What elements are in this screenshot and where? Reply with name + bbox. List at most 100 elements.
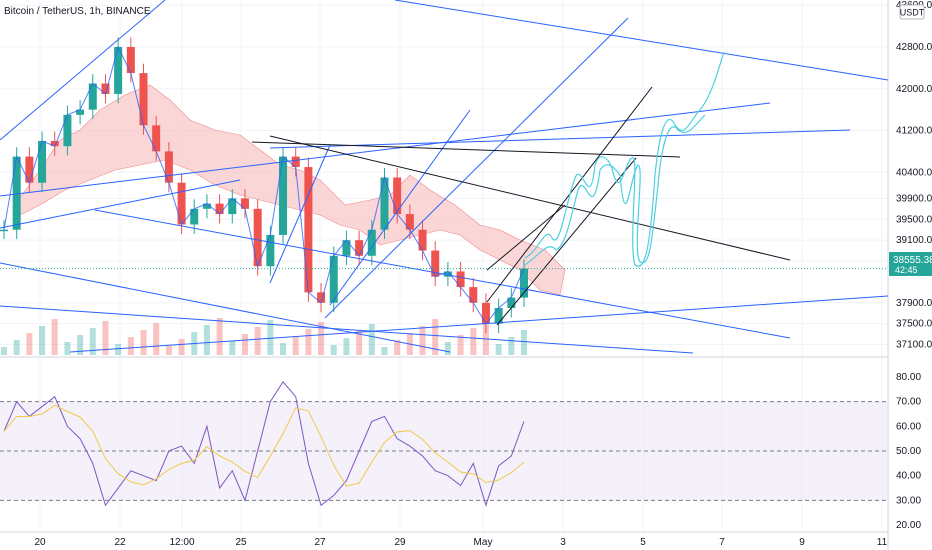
trendline [269, 129, 851, 149]
candle-body [50, 140, 59, 147]
rsi-line [3, 381, 525, 507]
price-tick-label: 42000.00 [896, 84, 932, 95]
time-tick-label: 5 [640, 537, 646, 548]
rsi-tick-label: 70.00 [896, 397, 921, 408]
volume-bar [102, 321, 109, 355]
candle-body [101, 83, 110, 94]
black-trendline [269, 135, 791, 261]
volume-bar [241, 334, 248, 355]
candle-body [88, 83, 97, 110]
candle-body [152, 125, 161, 152]
time-tick-label: 22 [114, 537, 126, 548]
rsi-tick-label: 40.00 [896, 471, 921, 482]
volume-bar [26, 333, 33, 355]
trendline [269, 144, 331, 284]
price-tick-label: 43600.00 [896, 0, 932, 11]
candle-body [507, 297, 516, 309]
rsi-tick-label: 20.00 [896, 520, 921, 531]
volume-bar [444, 342, 451, 355]
baseline-line [3, 45, 525, 325]
trendline [0, 262, 451, 353]
candle-body [253, 208, 262, 267]
time-tick-label: 12:00 [169, 537, 194, 548]
volume-bar [153, 323, 160, 355]
volume-bar [330, 345, 337, 355]
candle-body [418, 229, 427, 251]
candle-body [190, 208, 199, 225]
candle-body [38, 140, 47, 183]
candle-body [367, 229, 376, 256]
volume-bar [216, 318, 223, 355]
time-tick-label: 9 [799, 537, 805, 548]
candle-body [126, 46, 135, 74]
candle-body [443, 271, 452, 277]
volume-bar [13, 340, 20, 355]
volume-bar [1, 347, 7, 355]
volume-bar [178, 339, 185, 355]
candle-body [520, 268, 528, 298]
volume-bar [305, 329, 312, 355]
candle-body [76, 109, 85, 115]
time-tick-label: 7 [719, 537, 725, 548]
volume-bar [280, 343, 287, 355]
candle-body [494, 308, 503, 324]
time-tick-label: 29 [394, 537, 406, 548]
candle-body [114, 46, 123, 94]
candle-body [240, 198, 249, 209]
black-trendline [486, 204, 566, 271]
candle-body [164, 151, 173, 183]
time-tick-label: 3 [560, 537, 566, 548]
volume-bar [64, 342, 71, 355]
time-tick-label: May [474, 537, 493, 548]
candle-body [177, 182, 186, 225]
volume-bar [508, 337, 515, 355]
candle-body [0, 229, 8, 232]
candle-body [304, 167, 313, 293]
candle-body [228, 198, 237, 215]
price-tick-label: 39500.00 [896, 214, 932, 225]
rsi-tick-label: 30.00 [896, 495, 921, 506]
volume-bar [394, 340, 401, 355]
time-tick-label: 25 [235, 537, 247, 548]
trendline [94, 209, 791, 339]
volume-bar [203, 325, 210, 355]
price-tick-label: 41200.00 [896, 126, 932, 137]
volume-bar [482, 321, 489, 355]
volume-bar [356, 331, 363, 355]
candle-body [317, 292, 326, 303]
price-tick-label: 38700.00 [896, 256, 932, 267]
volume-bar [254, 327, 261, 355]
volume-bar [318, 322, 325, 355]
candle-body [431, 250, 440, 277]
volume-bar [267, 320, 274, 355]
trendline [0, 0, 166, 141]
trendline [394, 0, 889, 81]
volume-bar [368, 324, 375, 355]
candle-body [405, 214, 414, 230]
candle-body [63, 114, 72, 147]
candle-body [342, 240, 351, 256]
trendline [0, 102, 771, 197]
price-tick-label: 37500.00 [896, 319, 932, 330]
candle-body [291, 156, 300, 168]
rsi-tick-label: 50.00 [896, 446, 921, 457]
candle-body [481, 302, 490, 324]
rsi-ma-line [3, 404, 525, 487]
candle-body [380, 177, 389, 230]
volume-bar [419, 326, 426, 355]
candle-body [139, 73, 148, 126]
price-tick-label: 37900.00 [896, 298, 932, 309]
candle-body [456, 271, 465, 288]
rsi-tick-label: 80.00 [896, 372, 921, 383]
price-tick-label: 40400.00 [896, 167, 932, 178]
volume-bar [521, 330, 527, 355]
volume-bar [77, 335, 84, 355]
candle-body [202, 203, 211, 209]
volume-bar [343, 338, 350, 355]
candle-body [393, 177, 402, 215]
trendline [329, 109, 471, 306]
candle-body [25, 156, 34, 183]
projection-path [524, 51, 725, 267]
